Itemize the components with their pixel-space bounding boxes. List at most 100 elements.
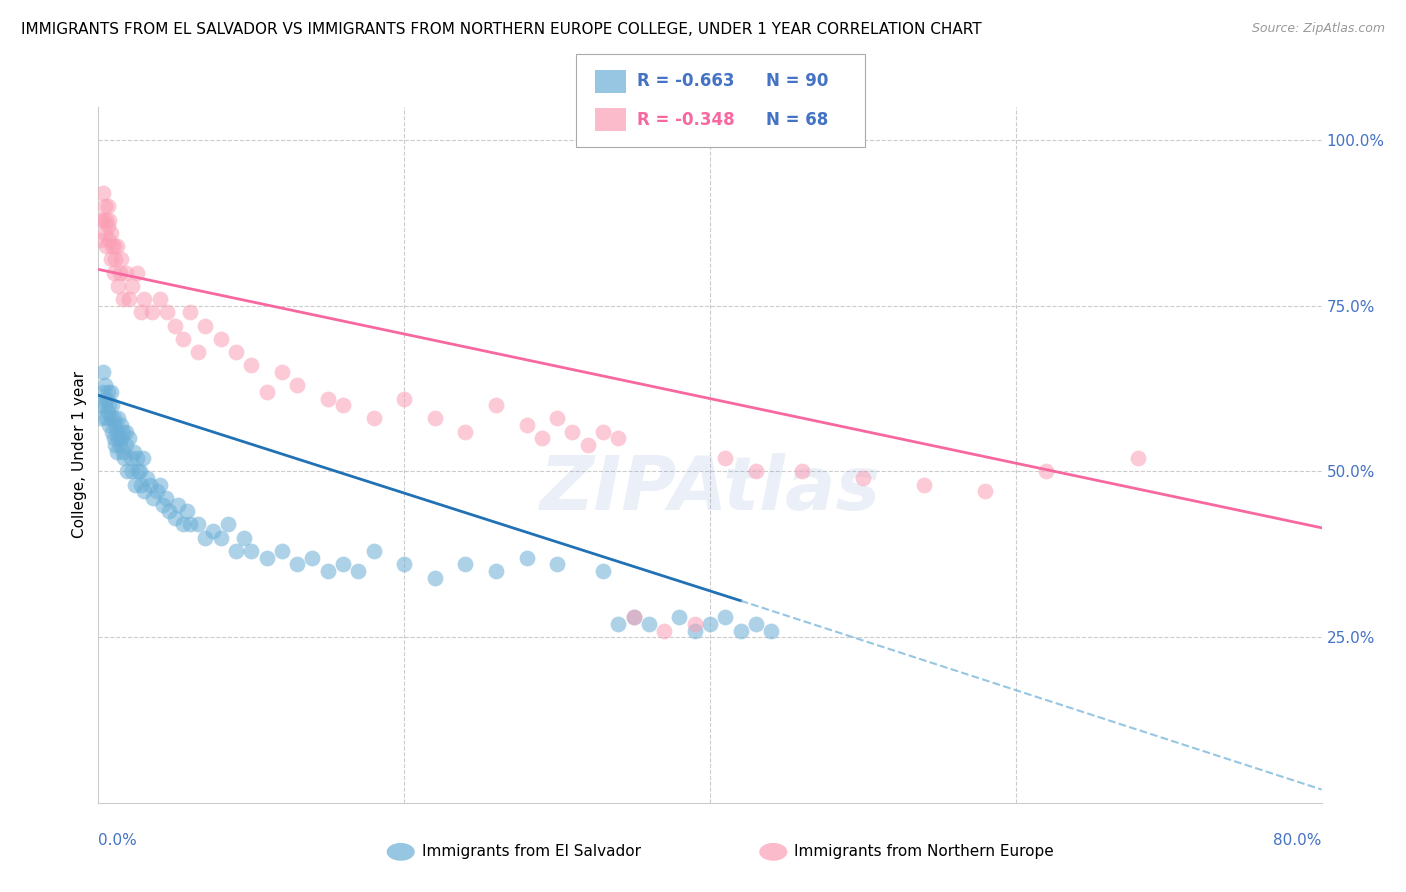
Point	[217, 517, 239, 532]
Point	[225, 544, 247, 558]
Point	[607, 431, 630, 445]
Point	[576, 438, 599, 452]
Point	[179, 305, 201, 319]
Point	[332, 558, 354, 572]
Point	[101, 239, 124, 253]
Point	[202, 524, 225, 538]
Point	[97, 405, 120, 419]
Point	[546, 411, 568, 425]
Point	[101, 398, 124, 412]
Point	[974, 484, 997, 499]
Point	[104, 418, 127, 433]
Point	[516, 418, 538, 433]
Point	[129, 477, 152, 491]
Point	[105, 239, 128, 253]
Point	[120, 451, 142, 466]
Point	[759, 624, 782, 638]
Point	[256, 384, 278, 399]
Point	[94, 239, 117, 253]
Point	[363, 411, 385, 425]
Point	[108, 438, 131, 452]
Point	[103, 266, 125, 280]
Point	[94, 392, 117, 406]
Text: Source: ZipAtlas.com: Source: ZipAtlas.com	[1251, 22, 1385, 36]
Point	[134, 484, 156, 499]
Point	[91, 365, 114, 379]
Point	[115, 438, 138, 452]
Point	[392, 558, 416, 572]
Point	[485, 398, 508, 412]
Point	[111, 444, 134, 458]
Point	[121, 465, 143, 479]
Point	[103, 239, 125, 253]
Point	[607, 616, 630, 631]
Point	[423, 411, 446, 425]
Point	[111, 292, 134, 306]
Point	[155, 491, 177, 505]
Point	[127, 465, 149, 479]
Point	[128, 465, 150, 479]
Text: N = 68: N = 68	[766, 111, 828, 128]
Point	[101, 425, 124, 439]
Point	[107, 279, 129, 293]
Point	[149, 477, 172, 491]
Point	[103, 431, 125, 445]
Point	[134, 292, 156, 306]
Point	[93, 199, 115, 213]
Point	[115, 425, 138, 439]
Point	[172, 517, 194, 532]
Point	[89, 398, 111, 412]
Point	[89, 233, 111, 247]
Point	[176, 504, 198, 518]
Text: 80.0%: 80.0%	[1274, 832, 1322, 847]
Text: Immigrants from El Salvador: Immigrants from El Salvador	[422, 845, 641, 859]
Point	[516, 550, 538, 565]
Point	[145, 484, 167, 499]
Point	[132, 451, 155, 466]
Point	[623, 610, 645, 624]
Text: ZIPAtlas: ZIPAtlas	[540, 453, 880, 526]
Text: R = -0.663: R = -0.663	[637, 72, 734, 90]
Point	[98, 212, 121, 227]
Point	[392, 392, 416, 406]
Point	[668, 610, 690, 624]
Point	[683, 616, 706, 631]
Point	[91, 186, 114, 201]
Point	[157, 504, 180, 518]
Point	[121, 279, 143, 293]
Point	[423, 570, 446, 584]
Text: 0.0%: 0.0%	[98, 832, 138, 847]
Point	[103, 411, 125, 425]
Point	[163, 318, 186, 333]
Point	[100, 252, 122, 267]
Point	[108, 266, 131, 280]
Point	[118, 292, 141, 306]
Point	[623, 610, 645, 624]
Point	[156, 305, 179, 319]
Point	[117, 465, 139, 479]
Point	[194, 318, 217, 333]
Point	[363, 544, 385, 558]
Point	[97, 199, 120, 213]
Point	[149, 292, 172, 306]
Point	[91, 212, 114, 227]
Point	[745, 616, 768, 631]
Text: N = 90: N = 90	[766, 72, 828, 90]
Point	[141, 305, 163, 319]
Point	[122, 444, 145, 458]
Point	[790, 465, 813, 479]
Point	[129, 305, 152, 319]
Point	[332, 398, 354, 412]
Point	[714, 610, 737, 624]
Point	[100, 384, 122, 399]
Point	[97, 384, 120, 399]
Point	[93, 226, 115, 240]
Point	[530, 431, 553, 445]
Point	[105, 444, 128, 458]
Point	[124, 477, 146, 491]
Point	[104, 438, 127, 452]
Point	[107, 431, 129, 445]
Point	[270, 544, 292, 558]
Text: R = -0.348: R = -0.348	[637, 111, 734, 128]
Point	[94, 212, 117, 227]
